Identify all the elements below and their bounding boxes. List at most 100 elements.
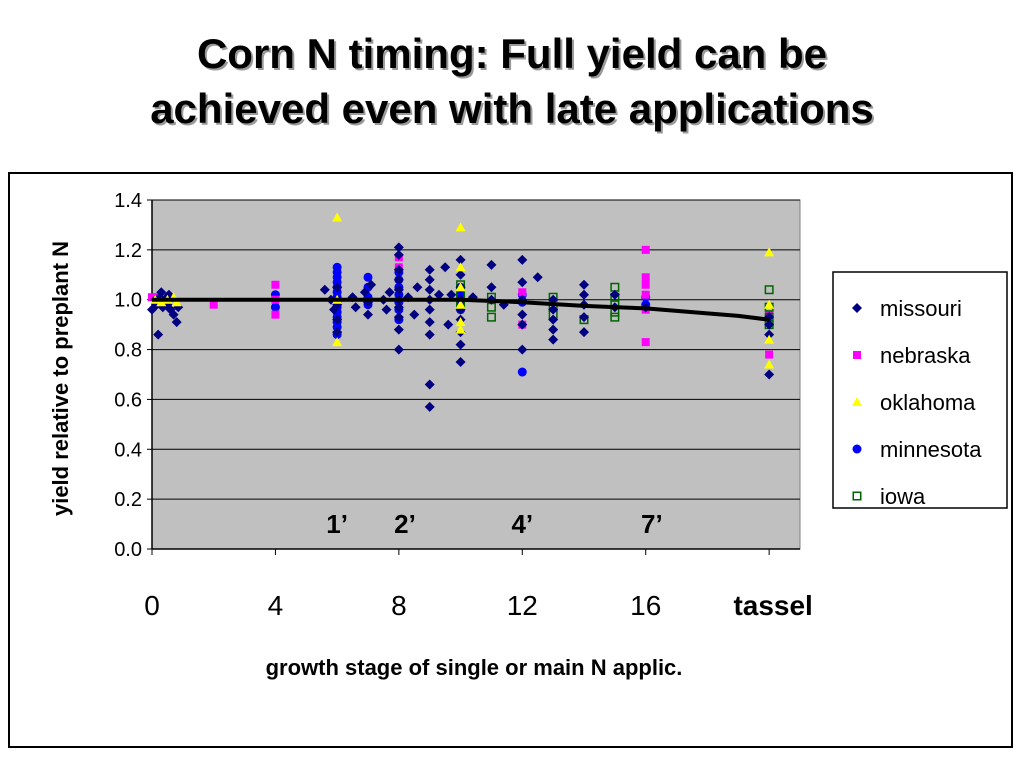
scatter-chart: 0.0 0.2 0.4 0.6 0.8 1.0 1.2 1.4 0 4 8 12 16 tassel 1’…	[48, 190, 1008, 680]
data-point-oklahoma	[455, 324, 466, 334]
legend-marker-minnesota	[852, 444, 862, 454]
data-point-missouri	[393, 249, 404, 260]
data-point-nebraska	[641, 245, 650, 254]
y-tick-label: 1.4	[114, 190, 142, 212]
data-point-missouri	[393, 344, 404, 355]
data-point-missouri	[424, 329, 435, 340]
x-tick-label: 0	[144, 590, 160, 621]
title-line-2: achieved even with late applications	[150, 85, 874, 132]
data-point-nebraska	[148, 293, 156, 302]
data-point-missouri	[424, 379, 435, 390]
data-point-missouri	[424, 274, 435, 285]
data-point-missouri	[517, 319, 528, 330]
stage-annotation: 7’	[641, 509, 663, 539]
data-point-missouri	[455, 269, 466, 280]
data-point-missouri	[517, 294, 528, 305]
data-point-missouri	[424, 264, 435, 275]
data-point-missouri	[153, 329, 164, 340]
x-tick-label: 4	[268, 590, 284, 621]
data-point-missouri	[446, 289, 457, 300]
legend-label-nebraska: nebraska	[880, 343, 971, 368]
data-point-missouri	[163, 289, 174, 300]
plot-area	[151, 199, 801, 550]
chart-frame: 0.0 0.2 0.4 0.6 0.8 1.0 1.2 1.4 0 4 8 12 16 tassel 1’…	[8, 172, 1013, 748]
data-point-missouri	[171, 317, 182, 328]
data-point-nebraska	[518, 288, 527, 297]
data-point-missouri	[393, 302, 404, 313]
data-point-missouri	[548, 314, 559, 325]
data-point-oklahoma	[455, 262, 466, 272]
data-point-oklahoma	[455, 282, 466, 292]
data-point-missouri	[486, 259, 497, 270]
y-tick-label: 0.8	[114, 340, 142, 362]
trend-line	[152, 297, 770, 322]
data-point-missouri	[393, 312, 404, 323]
legend-label-missouri: missouri	[880, 296, 962, 321]
data-point-minnesota	[517, 367, 527, 377]
x-tick-label: 12	[507, 590, 538, 621]
data-point-nebraska	[641, 290, 650, 299]
legend-marker-missouri	[852, 303, 862, 313]
data-point-oklahoma	[455, 299, 466, 309]
data-point-missouri	[332, 327, 343, 338]
data-point-minnesota	[363, 272, 373, 282]
y-axis-title: yield relative to preplant N	[48, 241, 73, 516]
data-point-missouri	[548, 324, 559, 335]
data-point-missouri	[764, 312, 775, 323]
data-point-missouri	[764, 319, 775, 330]
data-point-missouri	[393, 324, 404, 335]
data-point-nebraska	[641, 280, 650, 289]
data-point-missouri	[156, 287, 167, 298]
data-point-missouri	[517, 254, 528, 265]
data-point-missouri	[517, 309, 528, 320]
data-point-missouri	[359, 287, 370, 298]
y-tick-label: 0.6	[114, 389, 142, 411]
data-point-missouri	[455, 339, 466, 350]
data-point-minnesota	[270, 302, 280, 312]
legend-label-iowa: iowa	[880, 484, 926, 509]
data-points	[147, 212, 775, 412]
data-point-missouri	[347, 292, 358, 303]
data-point-missouri	[548, 334, 559, 345]
data-point-missouri	[403, 292, 414, 303]
data-point-missouri	[548, 304, 559, 315]
legend-label-oklahoma: oklahoma	[880, 390, 976, 415]
data-point-missouri	[424, 401, 435, 412]
legend-marker-nebraska	[853, 351, 861, 359]
y-tick-label: 0.4	[114, 439, 142, 461]
title-line-1: Corn N timing: Full yield can be	[196, 30, 828, 77]
data-point-missouri	[609, 289, 620, 300]
data-point-missouri	[332, 282, 343, 293]
data-point-missouri	[168, 309, 179, 320]
data-point-missouri	[332, 314, 343, 325]
data-point-nebraska	[765, 350, 774, 359]
x-tick-label: tassel	[733, 590, 812, 621]
legend-label-minnesota: minnesota	[880, 437, 982, 462]
data-point-oklahoma	[455, 317, 466, 327]
data-point-nebraska	[271, 280, 280, 289]
data-point-nebraska	[271, 310, 280, 319]
data-point-missouri	[440, 262, 451, 273]
data-point-nebraska	[641, 273, 650, 282]
data-point-missouri	[579, 327, 589, 338]
data-point-missouri	[548, 294, 559, 305]
data-point-missouri	[579, 312, 589, 323]
data-point-missouri	[433, 289, 444, 300]
data-point-oklahoma	[764, 359, 775, 369]
data-point-missouri	[517, 344, 528, 355]
data-point-missouri	[319, 284, 330, 295]
data-point-missouri	[393, 264, 404, 275]
data-point-missouri	[517, 277, 528, 288]
legend: missouri nebraska oklahoma minnesota iowa	[832, 271, 1008, 509]
stage-annotation: 2’	[394, 509, 416, 539]
data-point-oklahoma	[156, 297, 167, 307]
data-point-missouri	[764, 369, 775, 380]
data-point-oklahoma	[764, 299, 775, 309]
y-tick-label: 0.2	[114, 489, 142, 511]
x-tick-label: 8	[391, 590, 407, 621]
data-point-oklahoma	[171, 297, 182, 307]
data-point-nebraska	[209, 300, 218, 309]
data-point-missouri	[579, 289, 589, 300]
y-tick-label: 0.0	[114, 539, 142, 561]
data-point-oklahoma	[332, 212, 343, 222]
